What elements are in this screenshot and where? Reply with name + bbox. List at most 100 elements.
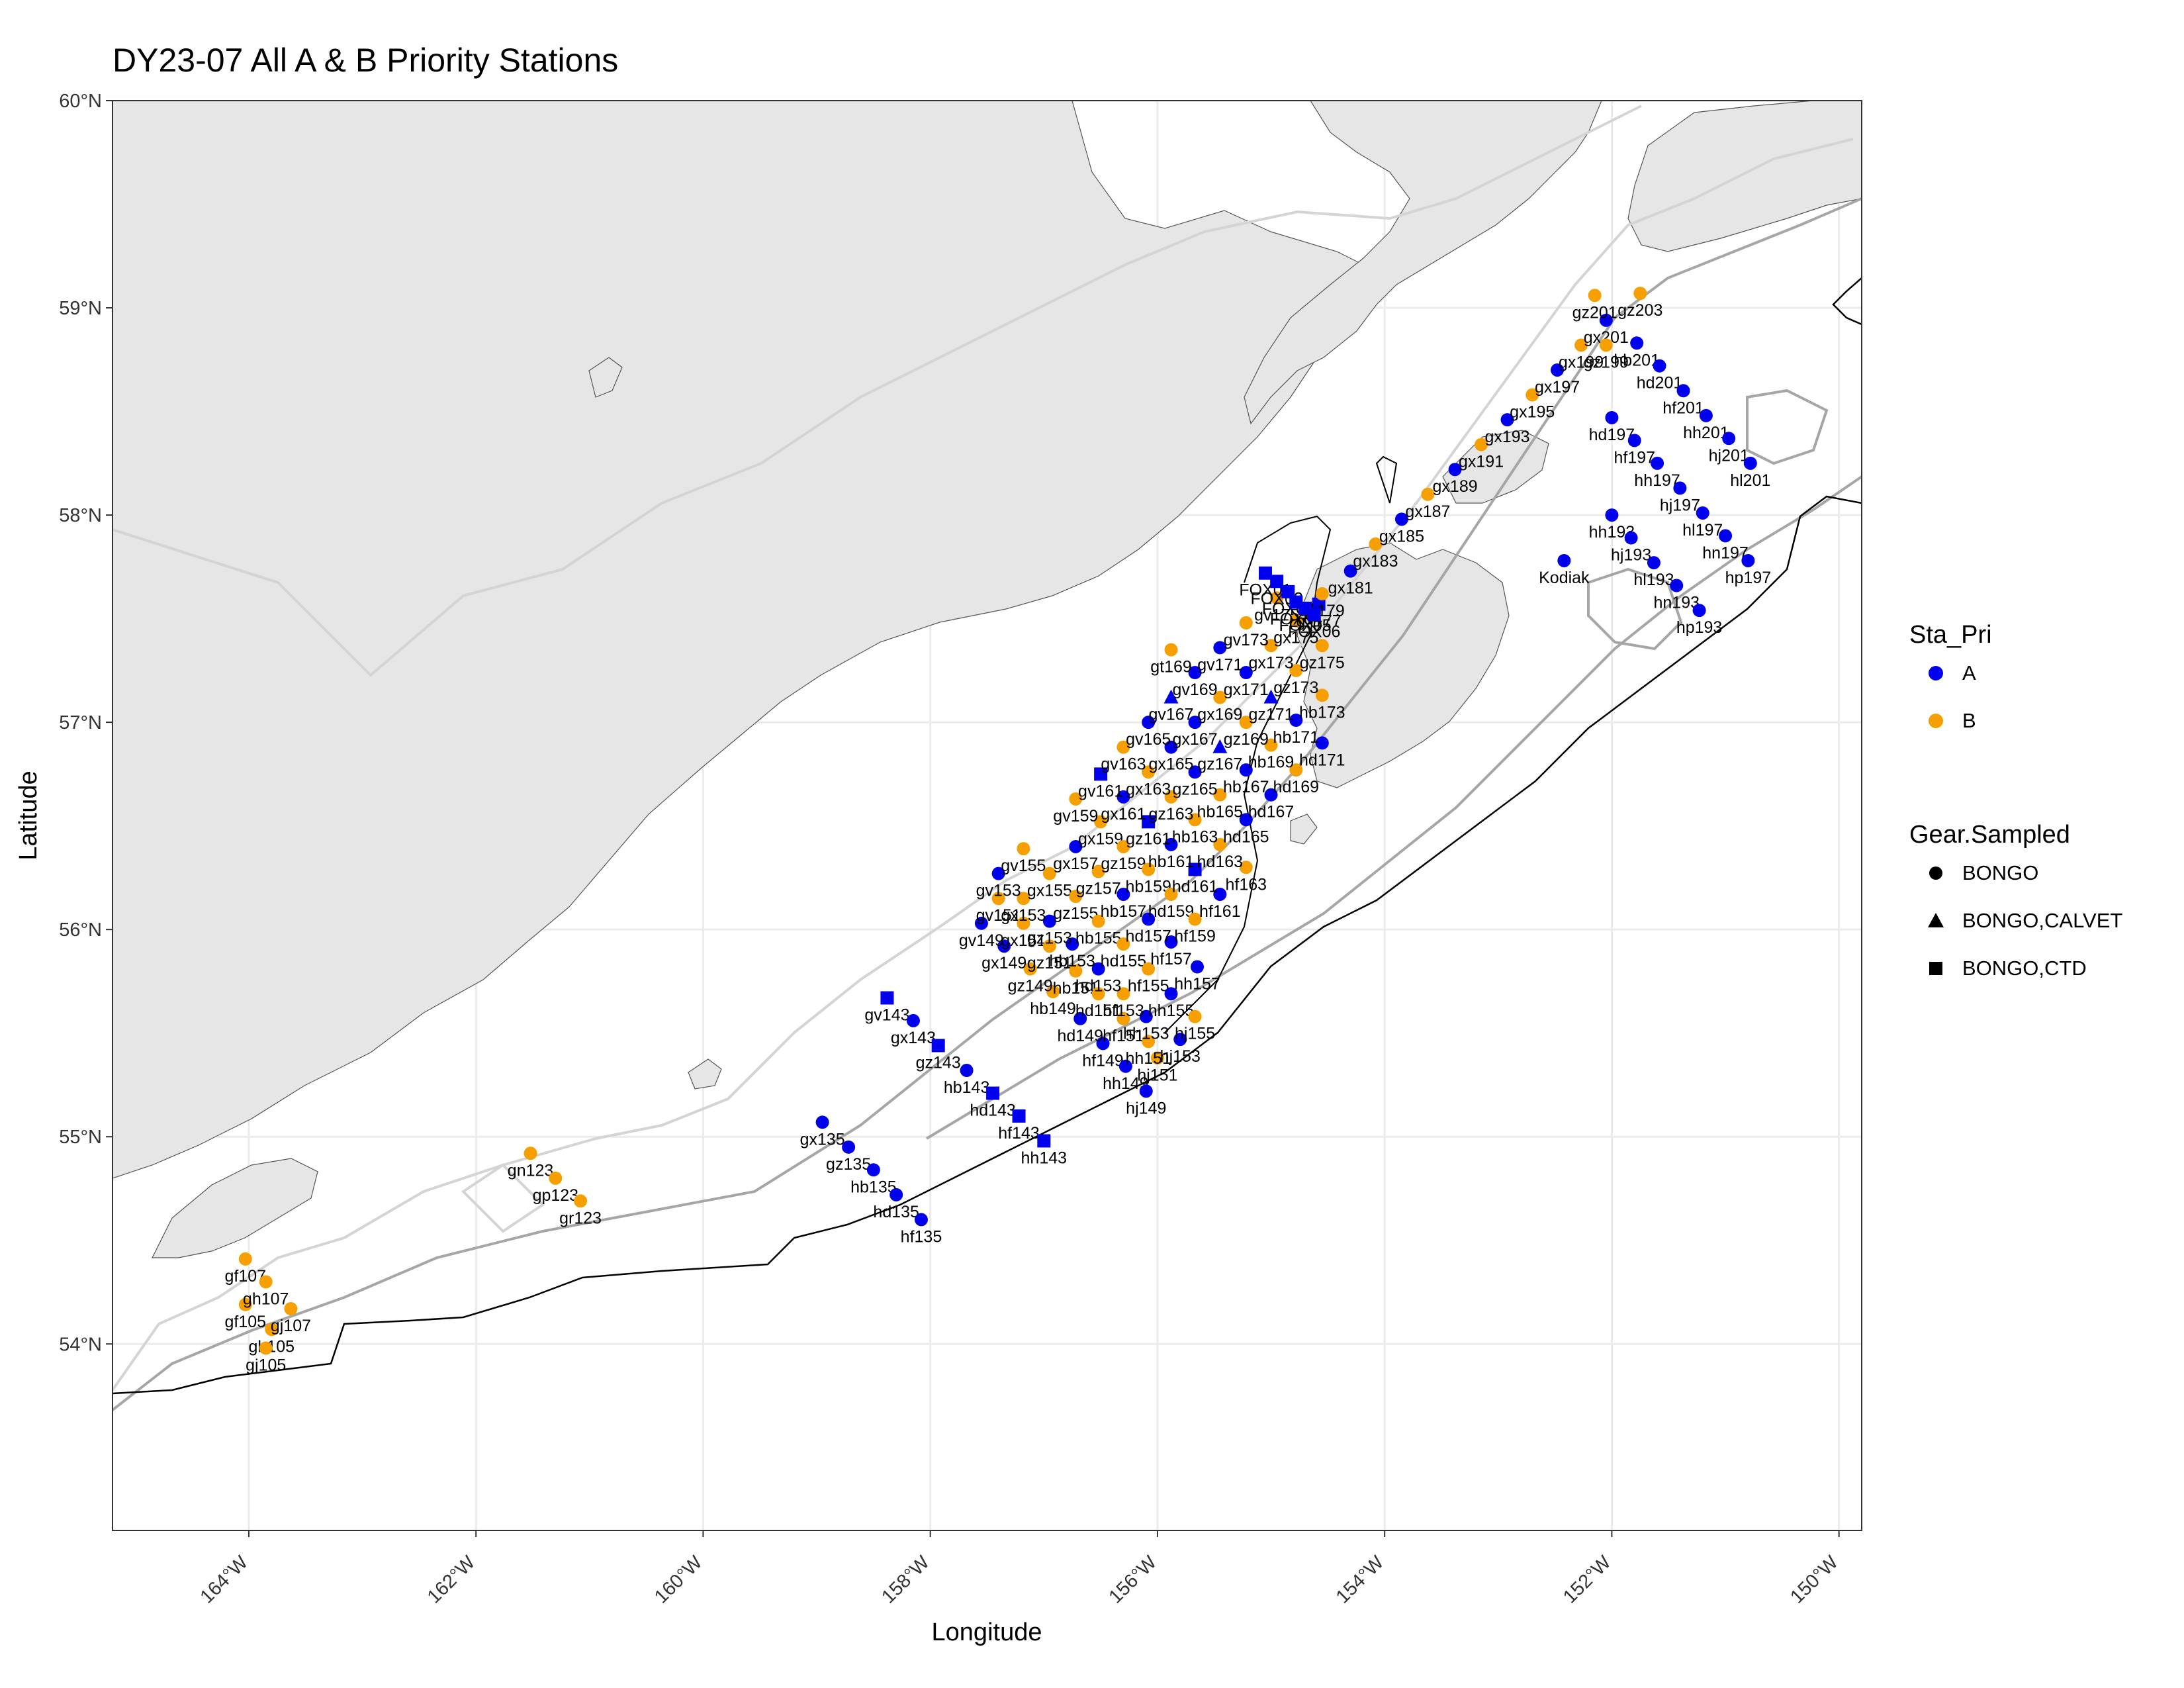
- station-marker-square: [1012, 1109, 1026, 1123]
- station-label: hj193: [1611, 546, 1651, 565]
- station-marker-circle: [1574, 338, 1588, 352]
- station-marker-circle: [1073, 1011, 1087, 1025]
- station-label: hb149: [1030, 1000, 1076, 1018]
- station-label: gx149: [981, 954, 1026, 972]
- legend-label-a: A: [1962, 661, 1976, 684]
- station-label: hf157: [1150, 950, 1192, 968]
- legend-item-bongo-ctd: BONGO,CTD: [1909, 945, 2122, 992]
- station-marker-circle: [1116, 790, 1130, 804]
- station-label: hj151: [1137, 1066, 1177, 1084]
- station-marker-square: [1312, 597, 1326, 611]
- land-unimak: [152, 1158, 318, 1258]
- station-marker-circle: [1118, 1059, 1132, 1073]
- station-marker-circle: [1651, 456, 1664, 470]
- station-label: hn197: [1702, 543, 1749, 562]
- station-marker-circle: [1188, 666, 1202, 679]
- station-label: hd151: [1075, 1002, 1122, 1020]
- station-marker-circle: [1164, 740, 1178, 754]
- station-label: Kodiak: [1539, 569, 1590, 587]
- station-marker-square: [1037, 1134, 1051, 1148]
- station-marker-circle: [1588, 289, 1602, 303]
- station-marker-circle: [1042, 867, 1056, 880]
- station-label: gx181: [1328, 579, 1373, 598]
- station-label: gx169: [1197, 706, 1242, 724]
- station-label: gx173: [1248, 653, 1293, 672]
- station-marker-circle: [1164, 643, 1178, 657]
- station-label: hf197: [1614, 448, 1655, 467]
- station-label: hf163: [1226, 875, 1267, 894]
- station-marker-circle: [1315, 587, 1329, 601]
- station-marker-circle: [1213, 837, 1227, 851]
- station-label: hp197: [1725, 569, 1772, 587]
- station-label: hb167: [1223, 778, 1269, 796]
- x-axis-title: Longitude: [932, 1618, 1042, 1646]
- station-marker-circle: [906, 1013, 920, 1027]
- station-marker-circle: [1270, 591, 1284, 605]
- station-marker-circle: [1670, 579, 1684, 592]
- x-tick-label: 164°W: [196, 1552, 252, 1608]
- station-marker-square: [1188, 863, 1202, 876]
- station-label: hb163: [1172, 827, 1218, 846]
- station-label: hd165: [1223, 827, 1269, 846]
- station-label: gx135: [800, 1130, 845, 1149]
- station-marker-circle: [1173, 1033, 1187, 1047]
- station-marker-circle: [1094, 815, 1108, 829]
- station-label: hf153: [1103, 1002, 1144, 1020]
- station-label: hh143: [1021, 1149, 1068, 1167]
- station-label: gj105: [246, 1356, 286, 1375]
- station-marker-circle: [1191, 960, 1205, 974]
- square-icon: [1909, 959, 1962, 978]
- triangle-icon: [1909, 911, 1962, 931]
- station-label: gt169: [1150, 658, 1192, 677]
- station-markers: gf107gf105gh107gh105gj107gj105gn123gp123…: [225, 287, 1772, 1375]
- station-marker-circle: [1042, 914, 1056, 928]
- station-marker-circle: [1448, 463, 1462, 477]
- station-label: hb143: [944, 1078, 990, 1097]
- station-marker-circle: [1164, 837, 1178, 851]
- station-label: hf155: [1128, 977, 1169, 996]
- station-label: hf201: [1662, 399, 1704, 417]
- station-marker-square: [880, 991, 894, 1005]
- station-marker-circle: [1188, 716, 1202, 729]
- station-marker-circle: [1046, 985, 1060, 999]
- station-label: hb171: [1273, 728, 1320, 747]
- station-marker-circle: [1142, 912, 1156, 926]
- station-label: gp123: [533, 1186, 579, 1205]
- legend-dot-b: [1909, 711, 1962, 731]
- station-label: hf149: [1082, 1051, 1124, 1070]
- station-label: gz155: [1053, 904, 1098, 923]
- station-label: hh155: [1148, 1002, 1195, 1020]
- station-label: gr123: [559, 1209, 602, 1227]
- station-marker-circle: [1091, 914, 1105, 928]
- station-marker-circle: [1315, 639, 1329, 653]
- station-marker-circle: [1142, 962, 1156, 976]
- station-marker-circle: [1624, 531, 1638, 545]
- station-label: hl201: [1730, 471, 1770, 490]
- station-label: gz199: [1584, 353, 1629, 371]
- station-label: hj201: [1709, 446, 1749, 465]
- station-label: gx165: [1148, 755, 1193, 774]
- station-marker-circle: [1673, 481, 1687, 495]
- station-label: gz175: [1300, 653, 1345, 672]
- station-label: hj197: [1660, 496, 1700, 514]
- legend-label-bongo-calvet: BONGO,CALVET: [1962, 909, 2123, 932]
- station-label: hd135: [873, 1203, 919, 1221]
- station-marker-circle: [549, 1171, 563, 1185]
- station-label: gx157: [1053, 855, 1098, 873]
- station-marker-circle: [1116, 887, 1130, 901]
- land-afognak: [1442, 430, 1549, 504]
- station-label: FOX05: [1279, 616, 1331, 635]
- station-marker-circle: [1116, 937, 1130, 951]
- station-marker-square: [1142, 815, 1156, 829]
- station-label: gx189: [1433, 477, 1478, 496]
- station-label: hd161: [1172, 877, 1218, 896]
- station-label: hb159: [1125, 877, 1171, 896]
- station-marker-circle: [1500, 413, 1514, 427]
- land-small-island-3: [688, 1058, 722, 1090]
- station-label: hf159: [1174, 927, 1216, 946]
- station-marker-circle: [1150, 1051, 1164, 1065]
- station-label: hd201: [1637, 374, 1683, 393]
- x-tick-label: 152°W: [1559, 1552, 1615, 1608]
- station-marker-circle: [1605, 508, 1619, 522]
- station-marker-circle: [1017, 892, 1030, 906]
